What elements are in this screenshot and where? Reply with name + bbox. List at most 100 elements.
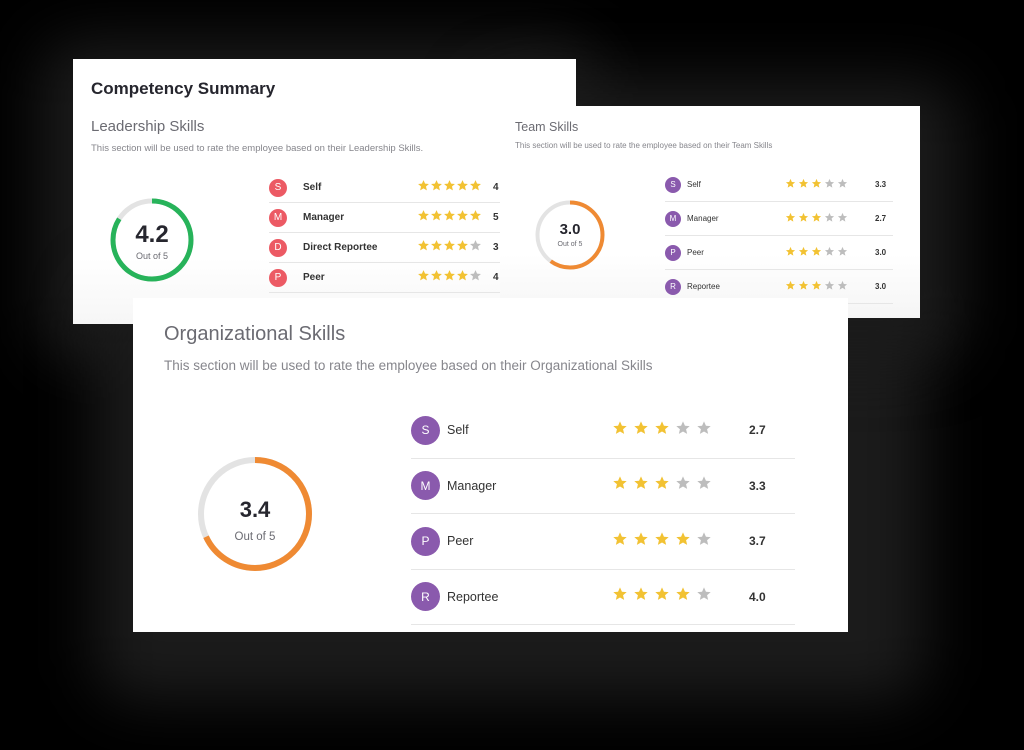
star-filled-icon: [417, 239, 430, 257]
avatar: S: [269, 178, 287, 197]
rater-label: Self: [687, 180, 701, 189]
star-filled-icon: [811, 244, 822, 262]
rating-row-self: S Self 3.3: [665, 168, 893, 202]
rater-label: Manager: [303, 212, 345, 223]
star-filled-icon: [430, 239, 443, 257]
rating-row-peer: P Peer 3.7: [411, 514, 795, 570]
star-empty-icon: [824, 176, 835, 194]
star-filled-icon: [785, 176, 796, 194]
star-rating: [417, 269, 485, 287]
page-title: Competency Summary: [91, 79, 276, 98]
star-filled-icon: [798, 278, 809, 296]
rating-row-manager: M Manager 5: [269, 203, 576, 233]
organizational-skills-card: Organizational Skills This section will …: [133, 298, 848, 632]
star-rating: [785, 210, 875, 228]
star-filled-icon: [612, 586, 628, 607]
rater-score: 4: [493, 272, 499, 283]
star-filled-icon: [612, 531, 628, 552]
rater-label: Peer: [303, 272, 325, 283]
star-filled-icon: [443, 209, 456, 227]
star-filled-icon: [456, 239, 469, 257]
section-title: Team Skills: [515, 120, 579, 134]
score-caption: Out of 5: [557, 241, 583, 248]
section-title: Leadership Skills: [91, 118, 205, 135]
avatar: M: [269, 208, 287, 227]
avatar: S: [411, 415, 440, 445]
star-filled-icon: [469, 209, 482, 227]
rater-label: Reportee: [447, 589, 499, 604]
star-empty-icon: [696, 586, 712, 607]
star-filled-icon: [633, 475, 649, 496]
rater-label: Manager: [447, 478, 497, 493]
star-filled-icon: [785, 278, 796, 296]
star-empty-icon: [824, 210, 835, 228]
rating-row-reportee: R Reportee 4.0: [411, 570, 795, 625]
star-rating: [612, 531, 749, 552]
star-rating: [612, 475, 749, 496]
star-filled-icon: [798, 176, 809, 194]
rater-score: 3.3: [875, 180, 887, 189]
star-empty-icon: [469, 269, 482, 287]
rating-row-direct-reportee: D Direct Reportee 3: [269, 233, 576, 263]
progress-ring-icon: [198, 457, 312, 571]
rater-label: Manager: [687, 214, 719, 223]
rating-row-manager: M Manager 2.7: [665, 202, 893, 236]
progress-ring-icon: [110, 198, 194, 282]
star-filled-icon: [443, 239, 456, 257]
overall-score: 4.2: [135, 221, 169, 248]
rater-label: Peer: [447, 534, 474, 549]
avatar: R: [665, 278, 681, 295]
star-filled-icon: [417, 179, 430, 197]
star-filled-icon: [443, 179, 456, 197]
avatar: M: [411, 471, 440, 501]
star-rating: [417, 209, 485, 227]
rater-score: 2.7: [875, 214, 887, 223]
star-empty-icon: [824, 278, 835, 296]
star-filled-icon: [456, 179, 469, 197]
star-rating: [417, 179, 485, 197]
rating-row-self: S Self 2.7: [411, 403, 795, 459]
star-filled-icon: [785, 210, 796, 228]
star-filled-icon: [654, 420, 670, 441]
star-filled-icon: [798, 244, 809, 262]
overall-score: 3.0: [559, 221, 581, 238]
star-filled-icon: [430, 269, 443, 287]
avatar: P: [269, 268, 287, 287]
star-filled-icon: [443, 269, 456, 287]
leadership-skills-card: Competency Summary Leadership Skills Thi…: [73, 59, 576, 324]
star-filled-icon: [430, 179, 443, 197]
star-filled-icon: [612, 420, 628, 441]
progress-ring-icon: [535, 200, 605, 270]
star-empty-icon: [675, 475, 691, 496]
star-empty-icon: [696, 420, 712, 441]
star-filled-icon: [456, 209, 469, 227]
rater-label: Peer: [687, 248, 704, 257]
section-description: This section will be used to rate the em…: [164, 358, 653, 373]
star-filled-icon: [612, 475, 628, 496]
section-description: This section will be used to rate the em…: [515, 141, 773, 150]
star-empty-icon: [696, 531, 712, 552]
star-filled-icon: [417, 209, 430, 227]
star-filled-icon: [417, 269, 430, 287]
overall-score-ring: 3.0 Out of 5: [534, 199, 606, 271]
avatar: P: [665, 244, 681, 261]
star-rating: [612, 420, 749, 441]
rating-row-self: S Self 4: [269, 173, 576, 203]
star-rating: [785, 176, 875, 194]
star-filled-icon: [469, 179, 482, 197]
rater-score: 3.3: [749, 478, 766, 493]
star-rating: [785, 278, 875, 296]
overall-score-ring: 3.4 Out of 5: [196, 455, 314, 573]
section-description: This section will be used to rate the em…: [91, 143, 424, 154]
rater-label: Self: [303, 182, 322, 193]
rater-label: Self: [447, 423, 469, 438]
rater-score: 2.7: [749, 423, 766, 438]
star-filled-icon: [654, 475, 670, 496]
rating-row-manager: M Manager 3.3: [411, 459, 795, 514]
star-filled-icon: [633, 531, 649, 552]
star-filled-icon: [654, 531, 670, 552]
star-filled-icon: [811, 278, 822, 296]
star-filled-icon: [654, 586, 670, 607]
rater-score: 3.7: [749, 534, 766, 549]
star-filled-icon: [633, 420, 649, 441]
